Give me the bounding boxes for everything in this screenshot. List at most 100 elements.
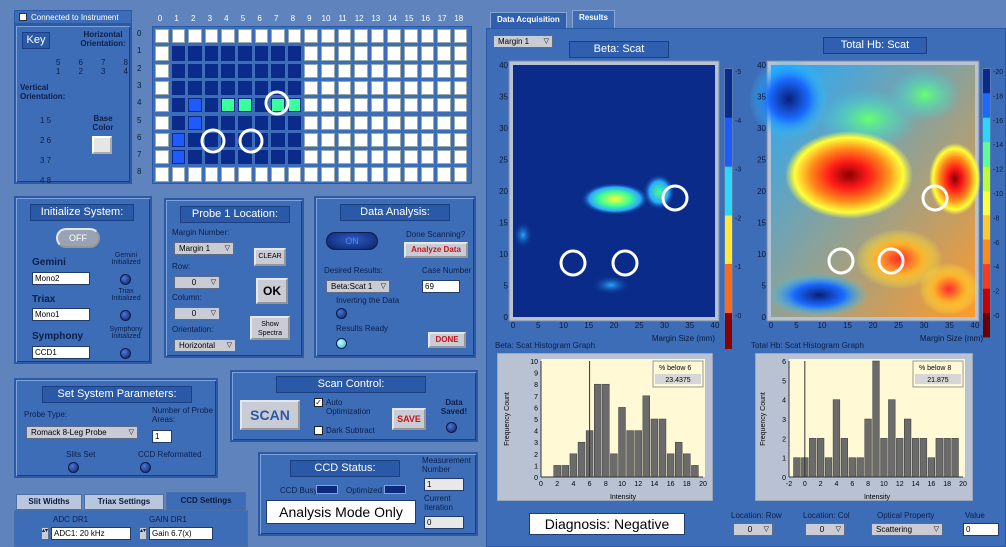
grid-cell[interactable]	[321, 132, 335, 148]
grid-cell[interactable]	[254, 29, 269, 44]
grid-cell[interactable]	[370, 63, 385, 78]
grid-cell[interactable]	[404, 98, 418, 113]
grid-cell[interactable]	[188, 46, 202, 61]
grid-cell[interactable]	[221, 80, 235, 96]
grid-cell[interactable]	[171, 80, 186, 96]
grid-cell[interactable]	[453, 80, 468, 96]
grid-cell[interactable]	[420, 29, 435, 44]
measurement-number-field[interactable]: 1	[424, 478, 464, 491]
grid-cell[interactable]	[254, 167, 269, 182]
grid-cell[interactable]	[188, 115, 202, 130]
grid-cell[interactable]	[254, 63, 269, 78]
grid-cell[interactable]	[387, 132, 401, 148]
grid-cell[interactable]	[354, 63, 368, 78]
grid-cell[interactable]	[171, 29, 186, 44]
scan-button[interactable]: SCAN	[240, 400, 300, 430]
grid-cell[interactable]	[254, 132, 269, 148]
grid-cell[interactable]	[387, 150, 401, 165]
grid-cell[interactable]	[204, 29, 219, 44]
tab-slit-widths[interactable]: Slit Widths	[16, 494, 82, 510]
grid-cell[interactable]	[304, 63, 318, 78]
grid-cell[interactable]	[254, 46, 269, 61]
grid-cell[interactable]	[337, 98, 352, 113]
grid-cell[interactable]	[453, 150, 468, 165]
grid-cell[interactable]	[204, 115, 219, 130]
current-iteration-field[interactable]: 0	[424, 516, 464, 529]
grid-cell[interactable]	[453, 29, 468, 44]
grid-cell[interactable]	[387, 167, 401, 182]
grid-cell[interactable]	[354, 29, 368, 44]
adc-field[interactable]: ADC1: 20 kHz	[51, 527, 131, 540]
grid-cell[interactable]	[321, 46, 335, 61]
grid-cell[interactable]	[287, 167, 302, 182]
grid-cell[interactable]	[271, 29, 285, 44]
grid-cell[interactable]	[370, 98, 385, 113]
grid-cell[interactable]	[420, 150, 435, 165]
grid-cell[interactable]	[238, 80, 252, 96]
tab-triax-settings[interactable]: Triax Settings	[84, 494, 164, 510]
grid-cell[interactable]	[271, 46, 285, 61]
grid-cell[interactable]	[453, 132, 468, 148]
beta-scat-map[interactable]: 0 5 10 15 20 25 30 35 40 0 5 10 15 20 25 30 35 40 -5 -4 -3…	[491, 59, 741, 349]
grid-cell[interactable]	[204, 80, 219, 96]
grid-cell[interactable]	[404, 63, 418, 78]
grid-cell[interactable]	[354, 132, 368, 148]
grid-cell[interactable]	[287, 63, 302, 78]
grid-cell[interactable]	[238, 132, 252, 148]
grid-cell[interactable]	[204, 132, 219, 148]
grid-cell[interactable]	[271, 150, 285, 165]
grid-cell[interactable]	[204, 46, 219, 61]
total-hb-scat-map[interactable]: 0 5 10 15 20 25 30 35 40 0 5 10 15 20 25 30 35 40 -20 -18…	[749, 59, 1003, 349]
grid-cell[interactable]	[321, 80, 335, 96]
ok-button[interactable]: OK	[256, 278, 288, 304]
grid-cell[interactable]	[171, 167, 186, 182]
symphony-field[interactable]: CCD1	[32, 346, 90, 359]
grid-cell[interactable]	[188, 80, 202, 96]
grid-cell[interactable]	[404, 115, 418, 130]
grid-cell[interactable]	[254, 115, 269, 130]
grid-cell[interactable]	[337, 29, 352, 44]
grid-cell[interactable]	[271, 132, 285, 148]
clear-button[interactable]: CLEAR	[254, 248, 286, 266]
grid-cell[interactable]	[221, 167, 235, 182]
grid-cell[interactable]	[304, 167, 318, 182]
grid-cell[interactable]	[304, 29, 318, 44]
grid-cell[interactable]	[453, 115, 468, 130]
analysis-toggle[interactable]: ON	[326, 232, 378, 250]
tab-ccd-settings[interactable]: CCD Settings	[166, 492, 246, 510]
grid-cell[interactable]	[453, 63, 468, 78]
grid-cell[interactable]	[155, 132, 169, 148]
grid-cell[interactable]	[287, 29, 302, 44]
grid-cell[interactable]	[321, 150, 335, 165]
grid-cell[interactable]	[354, 46, 368, 61]
grid-cell[interactable]	[155, 80, 169, 96]
grid-cell[interactable]	[420, 63, 435, 78]
save-button[interactable]: SAVE	[392, 408, 426, 430]
grid-cell[interactable]	[254, 80, 269, 96]
grid-cell[interactable]	[304, 46, 318, 61]
case-number-field[interactable]: 69	[422, 280, 460, 293]
grid-cell[interactable]	[221, 46, 235, 61]
connected-checkbox[interactable]	[19, 13, 27, 21]
done-button[interactable]: DONE	[428, 332, 466, 348]
num-areas-field[interactable]: 1	[152, 430, 172, 443]
grid-cell[interactable]	[354, 98, 368, 113]
grid-cell[interactable]	[188, 63, 202, 78]
grid-cell[interactable]	[354, 80, 368, 96]
grid-cell[interactable]	[337, 167, 352, 182]
grid-cell[interactable]	[204, 150, 219, 165]
grid-cell[interactable]	[437, 29, 451, 44]
grid-cell[interactable]	[287, 150, 302, 165]
grid-cell[interactable]	[354, 167, 368, 182]
dark-subtract-checkbox[interactable]	[314, 426, 323, 435]
probe-grid[interactable]	[152, 26, 472, 184]
grid-cell[interactable]	[354, 150, 368, 165]
auto-optimization-checkbox[interactable]: ✓	[314, 398, 323, 407]
grid-cell[interactable]	[404, 132, 418, 148]
grid-cell[interactable]	[387, 80, 401, 96]
grid-cell[interactable]	[387, 115, 401, 130]
grid-cell[interactable]	[337, 46, 352, 61]
tab-data-acquisition[interactable]: Data Acquisition	[490, 12, 567, 28]
show-spectra-button[interactable]: Show Spectra	[250, 316, 290, 340]
grid-cell[interactable]	[321, 167, 335, 182]
